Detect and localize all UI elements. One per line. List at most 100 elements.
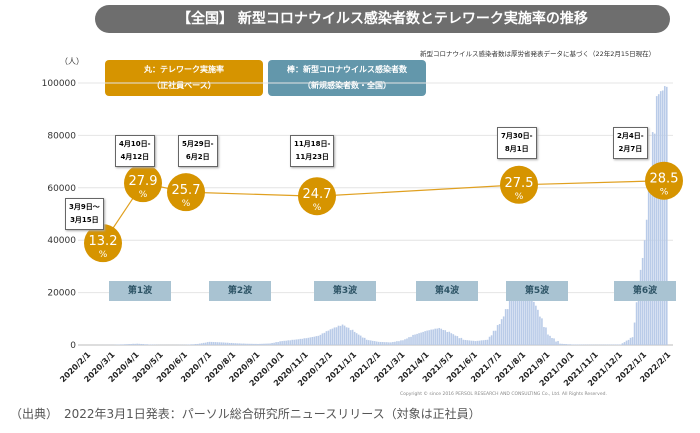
case-bar <box>663 86 666 346</box>
case-bar <box>277 342 279 345</box>
case-bar <box>243 343 245 345</box>
legend-cases-line1: 棒：新型コロナウイルス感染者数 <box>287 65 407 74</box>
case-bar <box>200 343 203 345</box>
case-bar <box>130 343 132 345</box>
case-bar <box>382 342 384 345</box>
case-bar <box>323 332 326 345</box>
case-bar <box>134 343 136 345</box>
case-bar <box>359 335 362 345</box>
case-bar <box>557 341 559 345</box>
case-bar <box>496 325 499 345</box>
case-bar <box>124 344 126 345</box>
period-end: 8月1日 <box>504 145 529 153</box>
case-bar <box>474 341 477 345</box>
case-bar <box>396 341 398 345</box>
case-bar <box>623 342 626 345</box>
case-bar <box>198 343 201 345</box>
case-bar <box>466 340 469 345</box>
case-bar <box>309 337 312 345</box>
case-bar <box>500 319 503 345</box>
case-bar <box>369 340 372 345</box>
case-bar <box>490 335 493 345</box>
case-bar <box>339 325 342 345</box>
case-bar <box>349 330 352 345</box>
telework-value: 28.5 <box>650 172 679 187</box>
case-bar <box>315 336 318 345</box>
case-bar <box>506 309 509 345</box>
case-bar <box>410 336 412 345</box>
case-bar <box>230 342 233 345</box>
telework-point <box>298 177 336 216</box>
case-bar <box>649 177 652 345</box>
case-bar <box>569 344 571 345</box>
chart-title: 【全国】 新型コロナウイルス感染者数とテレワーク実施率の推移 <box>95 5 670 33</box>
case-bar <box>621 343 624 345</box>
wave-label: 第3波 <box>314 281 376 301</box>
survey-period-callout: 3月9日～ 3月15日 <box>65 198 104 230</box>
case-bar <box>565 344 567 345</box>
period-end: 6月2日 <box>185 153 210 161</box>
case-bar <box>472 340 475 345</box>
case-bar <box>283 340 285 345</box>
case-bar <box>305 338 308 345</box>
case-bar <box>452 334 455 345</box>
case-bar <box>353 331 356 345</box>
case-bar <box>571 344 573 345</box>
case-bar <box>367 340 370 345</box>
case-bar <box>216 342 219 345</box>
case-bar <box>426 330 428 345</box>
case-bar <box>337 325 340 345</box>
case-bar <box>287 340 289 345</box>
case-bar <box>625 340 628 345</box>
case-bar <box>267 343 269 345</box>
case-bar <box>633 322 636 345</box>
case-bar <box>329 329 332 345</box>
y-tick-label: 20000 <box>47 289 76 299</box>
y-tick-label: 60000 <box>47 184 76 194</box>
case-bar <box>619 344 622 345</box>
case-bar <box>561 343 563 345</box>
survey-period-callout: 5月29日- 6月2日 <box>178 135 218 167</box>
case-bar <box>450 333 453 345</box>
case-bar <box>448 331 451 345</box>
case-bar <box>265 343 267 345</box>
case-bar <box>371 340 374 345</box>
case-bar <box>295 339 298 345</box>
case-bar <box>523 282 525 345</box>
case-bar <box>275 342 277 345</box>
telework-point <box>645 161 683 200</box>
case-bar <box>269 343 271 345</box>
case-bar <box>482 340 485 345</box>
case-bar <box>192 344 195 345</box>
case-bar <box>285 340 287 345</box>
case-bar <box>363 337 366 345</box>
period-start: 3月9日～ <box>69 203 100 211</box>
case-bar <box>659 91 662 345</box>
source-note: （出典） 2022年3月1日発表：パーソル総合研究所ニュースリリース（対象は正社… <box>10 407 481 421</box>
case-bar <box>464 339 467 345</box>
case-bar <box>406 338 408 345</box>
case-bar <box>208 341 211 345</box>
telework-unit: % <box>139 190 148 200</box>
telework-point <box>167 173 205 212</box>
case-bar <box>531 298 533 345</box>
case-bar <box>251 343 253 345</box>
case-bar <box>617 344 620 345</box>
chart-overlay: 第1波 第2波 第3波 第4波 第5波 第6波 3月9日～ 3月15日 4月10日- 4月12日 5… <box>65 127 676 301</box>
case-bar <box>559 343 561 345</box>
y-tick-label: 0 <box>70 341 76 351</box>
survey-period-callout: 4月10日- 4月12日 <box>115 135 155 167</box>
case-bar <box>498 324 501 345</box>
case-bar <box>555 341 557 345</box>
survey-period-callout: 2月4日- 2月7日 <box>613 127 648 159</box>
case-bar <box>361 337 364 345</box>
case-bar <box>392 341 394 345</box>
case-bar <box>460 337 463 345</box>
case-bar <box>631 337 634 345</box>
case-bar <box>665 86 668 346</box>
wave-label: 第2波 <box>209 281 271 301</box>
telework-point <box>500 165 538 204</box>
telework-unit: % <box>99 250 108 260</box>
case-bar <box>220 342 223 345</box>
case-bar <box>478 340 481 345</box>
